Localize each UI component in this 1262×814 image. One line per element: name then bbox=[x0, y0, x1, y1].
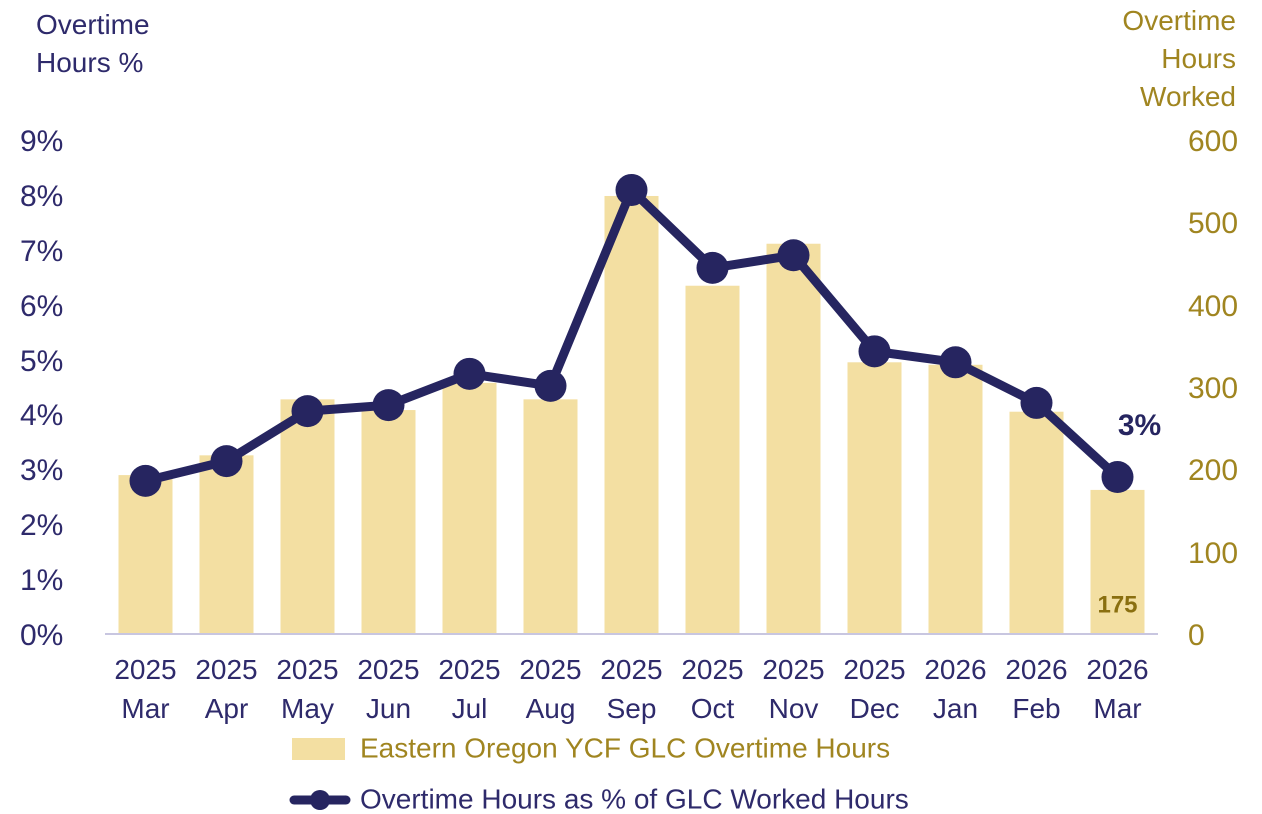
y-tick-label: 8% bbox=[20, 179, 64, 213]
line-marker bbox=[777, 239, 810, 272]
x-tick-label: 2025 Aug bbox=[519, 654, 582, 724]
line-marker bbox=[291, 395, 324, 428]
bar bbox=[442, 382, 497, 634]
bar bbox=[280, 399, 335, 634]
legend-label: Overtime Hours as % of GLC Worked Hours bbox=[360, 783, 909, 814]
bar bbox=[604, 195, 659, 634]
line-marker bbox=[129, 464, 162, 497]
x-tick-label: 2025 Mar bbox=[114, 654, 177, 724]
y2-tick-label: 0 bbox=[1188, 619, 1205, 652]
line-marker bbox=[210, 445, 243, 478]
bar bbox=[847, 362, 902, 634]
y-tick-label: 4% bbox=[20, 399, 64, 433]
y-tick-label: 9% bbox=[20, 125, 64, 158]
y2-axis-title: Overtime Hours Worked bbox=[1122, 5, 1236, 112]
x-tick-label: 2025 Dec bbox=[843, 654, 906, 724]
line-marker bbox=[939, 346, 972, 379]
y-tick-label: 0% bbox=[20, 619, 64, 652]
legend-swatch-marker bbox=[310, 790, 330, 810]
bar bbox=[1090, 489, 1145, 634]
y-tick-label: 6% bbox=[20, 289, 64, 323]
line-marker bbox=[1101, 461, 1134, 494]
bar bbox=[361, 410, 416, 634]
y2-tick-label: 600 bbox=[1188, 125, 1239, 158]
y2-tick-label: 200 bbox=[1188, 454, 1239, 488]
line-marker bbox=[858, 335, 891, 368]
y2-tick-label: 400 bbox=[1188, 289, 1239, 323]
bar bbox=[766, 243, 821, 635]
line-marker bbox=[372, 389, 405, 422]
bar bbox=[928, 364, 983, 634]
x-tick-label: 2025 Jul bbox=[438, 654, 501, 724]
x-tick-label: 2026 Feb bbox=[1005, 654, 1068, 724]
x-tick-label: 2026 Jan bbox=[924, 654, 987, 724]
y-tick-label: 5% bbox=[20, 344, 64, 378]
legend-label: Eastern Oregon YCF GLC Overtime Hours bbox=[360, 732, 890, 763]
x-tick-label: 2025 Sep bbox=[600, 654, 663, 724]
x-tick-label: 2026 Mar bbox=[1086, 654, 1149, 724]
line-marker bbox=[534, 369, 567, 402]
x-tick-label: 2025 Jun bbox=[357, 654, 420, 724]
bar bbox=[118, 475, 173, 634]
line-marker bbox=[1020, 386, 1053, 419]
y2-tick-label: 300 bbox=[1188, 372, 1239, 405]
line-marker bbox=[615, 173, 648, 206]
line-marker bbox=[696, 251, 729, 284]
y-tick-label: 1% bbox=[20, 564, 64, 598]
x-tick-label: 2025 Apr bbox=[195, 654, 258, 724]
line-value-label: 3% bbox=[1118, 409, 1161, 442]
y2-tick-label: 100 bbox=[1188, 536, 1239, 570]
x-tick-label: 2025 Oct bbox=[681, 654, 744, 724]
y-axis-title: Overtime Hours % bbox=[36, 9, 150, 78]
bar-value-label: 175 bbox=[1097, 591, 1137, 618]
y-tick-label: 2% bbox=[20, 509, 64, 543]
line-marker bbox=[453, 357, 486, 390]
bar bbox=[1009, 411, 1064, 634]
x-tick-label: 2025 May bbox=[276, 654, 339, 724]
legend-swatch bbox=[292, 738, 345, 760]
bar bbox=[685, 285, 740, 634]
x-tick-label: 2025 Nov bbox=[762, 654, 825, 724]
y-tick-label: 3% bbox=[20, 454, 64, 488]
bar bbox=[199, 455, 254, 634]
bar bbox=[523, 399, 578, 634]
y-tick-label: 7% bbox=[20, 234, 64, 268]
y2-tick-label: 500 bbox=[1188, 207, 1239, 241]
